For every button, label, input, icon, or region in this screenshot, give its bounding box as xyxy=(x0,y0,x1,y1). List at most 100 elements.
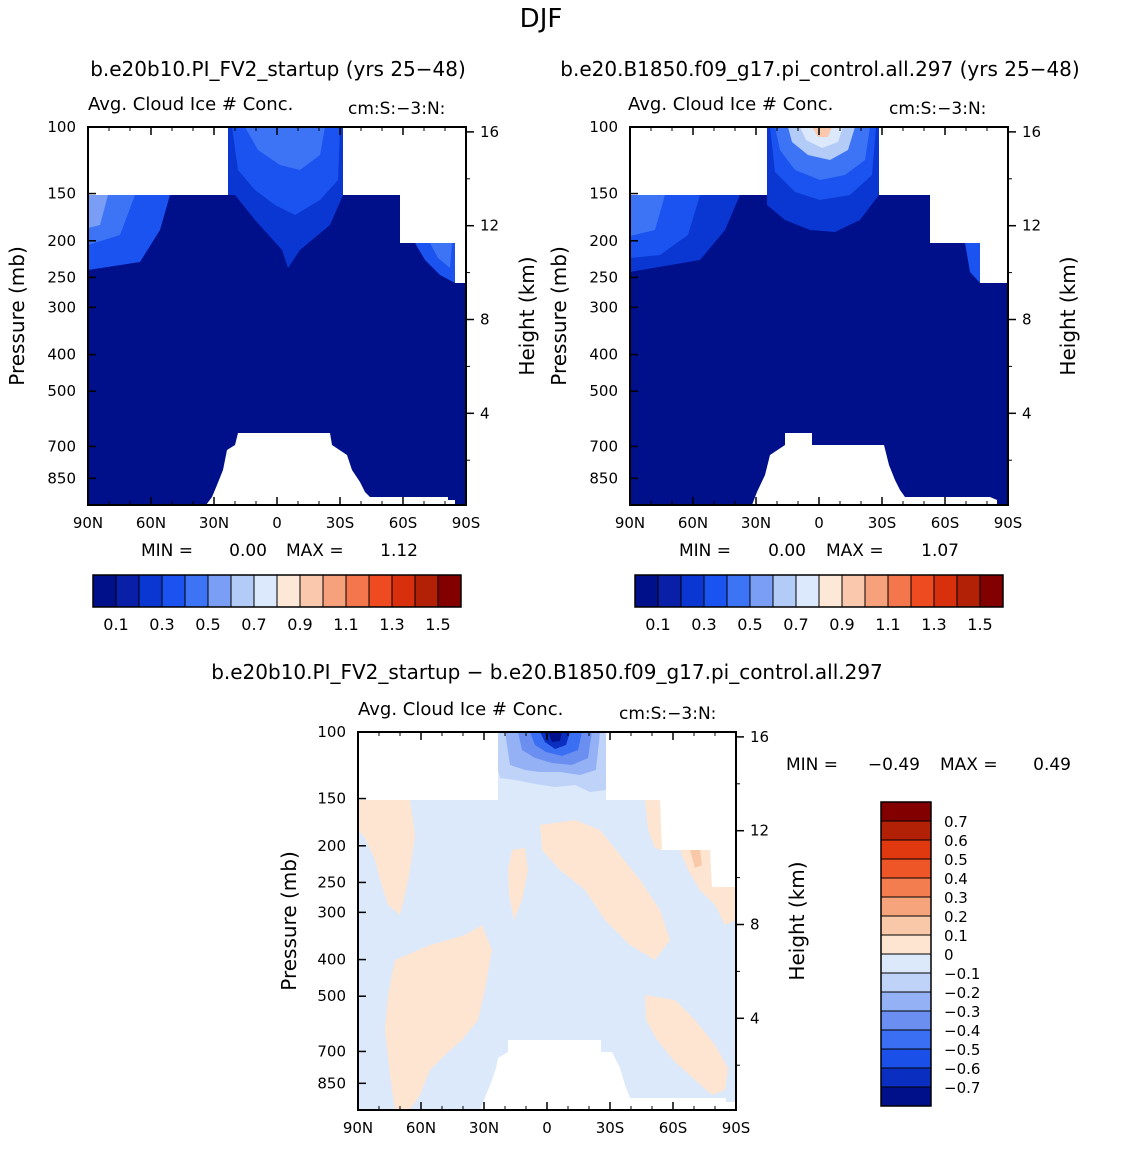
colorbar-swatch xyxy=(880,858,932,879)
panel-3-pos-g xyxy=(508,848,528,920)
colorbar-label: 0.9 xyxy=(287,615,312,634)
panel-1-units: cm:S:−3:N: xyxy=(348,99,445,119)
colorbar-frame xyxy=(880,801,932,1107)
x-tick-label: 0 xyxy=(272,514,282,532)
colorbar-label: −0.1 xyxy=(944,965,980,983)
colorbar-swatch xyxy=(92,574,117,608)
colorbar-swatch xyxy=(880,915,932,936)
panel-2-min-value: 0.00 xyxy=(768,541,806,561)
x-tick-label: 0 xyxy=(542,1119,552,1137)
y-tick-label: 850 xyxy=(47,469,76,487)
colorbar-swatch xyxy=(657,574,682,608)
panel-3-colorbar: 0.70.60.50.40.30.20.10−0.1−0.2−0.3−0.4−0… xyxy=(880,801,980,1107)
x-tick-label: 30N xyxy=(469,1119,499,1137)
y-tick-label: 300 xyxy=(47,298,76,316)
height-tick-label: 12 xyxy=(750,822,769,840)
colorbar-label: 0.1 xyxy=(103,615,128,634)
colorbar-swatch xyxy=(230,574,255,608)
y-tick-label: 150 xyxy=(589,185,618,203)
panel-1-max-value: 1.12 xyxy=(380,541,418,561)
colorbar-swatch xyxy=(979,574,1004,608)
panel-3-units: cm:S:−3:N: xyxy=(619,704,716,724)
colorbar-swatch xyxy=(880,991,932,1012)
colorbar-label: 0.4 xyxy=(944,870,968,888)
panel-3-pos-c xyxy=(645,800,662,850)
panel-3-pos-d xyxy=(680,850,736,925)
x-tick-label: 90N xyxy=(343,1119,373,1137)
panel-3-ylabel: Pressure (mb) xyxy=(277,851,301,991)
panel-1-band-h xyxy=(430,243,452,268)
y-tick-label: 700 xyxy=(317,1042,346,1060)
y-tick-label: 400 xyxy=(317,951,346,969)
colorbar-swatch xyxy=(880,839,932,860)
x-tick-label: 90N xyxy=(615,514,645,532)
panel-1-band-f xyxy=(245,127,325,170)
case1-title: b.e20b10.PI_FV2_startup (yrs 25−48) xyxy=(90,57,466,81)
y-tick-label: 500 xyxy=(589,382,618,400)
panel-3-pos-a xyxy=(358,800,415,915)
panel-2-axes: 90N 60N 30N 0 30S 60S 90S 100 150 200 250 300 400 500… xyxy=(589,118,1041,532)
panel-2-plot xyxy=(630,127,1008,505)
panel-2-ylabel-right: Height (km) xyxy=(1056,256,1080,375)
colorbar-label: −0.2 xyxy=(944,984,980,1002)
panel-3-pos-b xyxy=(540,820,670,960)
colorbar-label: 0.2 xyxy=(944,908,968,926)
colorbar-swatch xyxy=(880,1067,932,1088)
x-tick-label: 30S xyxy=(868,514,897,532)
y-tick-label: 100 xyxy=(317,723,346,741)
colorbar-label: −0.6 xyxy=(944,1060,980,1078)
panel-2-title: Avg. Cloud Ice # Conc. xyxy=(628,94,833,115)
height-tick-label: 12 xyxy=(480,217,499,235)
colorbar-label: 0.5 xyxy=(195,615,220,634)
colorbar-swatch xyxy=(880,972,932,993)
y-tick-label: 150 xyxy=(47,185,76,203)
colorbar-swatch xyxy=(880,820,932,841)
colorbar-swatch xyxy=(910,574,935,608)
y-tick-label: 500 xyxy=(47,382,76,400)
colorbar-label: −0.4 xyxy=(944,1022,980,1040)
colorbar-label: 0.3 xyxy=(944,889,968,907)
colorbar-swatch xyxy=(880,1048,932,1069)
colorbar-label: −0.3 xyxy=(944,1003,980,1021)
panel-2-band-j xyxy=(965,243,980,283)
panel-2-band-c xyxy=(630,195,665,236)
colorbar-label: 0.3 xyxy=(149,615,174,634)
x-tick-label: 90N xyxy=(73,514,103,532)
colorbar-swatch xyxy=(772,574,797,608)
y-tick-label: 100 xyxy=(47,118,76,136)
colorbar-label: 1.3 xyxy=(379,615,404,634)
panel-2: Avg. Cloud Ice # Conc. cm:S:−3:N: 90N 60N… xyxy=(547,94,1080,634)
colorbar-swatch xyxy=(368,574,393,608)
panel-1-max-label: MAX = xyxy=(286,541,344,561)
x-tick-label: 0 xyxy=(814,514,824,532)
colorbar-swatch xyxy=(818,574,843,608)
colorbar-swatch xyxy=(880,1010,932,1031)
panel-2-band-h xyxy=(800,127,843,148)
y-tick-label: 200 xyxy=(589,232,618,250)
panel-1-colorbar: 0.1 0.3 0.5 0.7 0.9 1.1 1.3 1.5 xyxy=(92,574,462,634)
panel-1-plot xyxy=(88,127,466,505)
colorbar-label: 0.9 xyxy=(829,615,854,634)
y-tick-label: 250 xyxy=(589,268,618,286)
colorbar-swatch xyxy=(437,574,462,608)
colorbar-swatch xyxy=(138,574,163,608)
panel-1-ylabel: Pressure (mb) xyxy=(5,246,29,386)
x-tick-label: 60N xyxy=(678,514,708,532)
colorbar-label: −0.7 xyxy=(944,1079,980,1097)
panel-3-max-value: 0.49 xyxy=(1033,755,1071,775)
panel-1-axes: 90N 60N 30N 0 30S 60S 90S 100 150 200 250 300 400 500… xyxy=(47,118,499,532)
colorbar-frame xyxy=(634,574,1004,608)
height-tick-label: 16 xyxy=(750,728,769,746)
panel-3: Avg. Cloud Ice # Conc. cm:S:−3:N: 90N 60N… xyxy=(277,699,1071,1137)
colorbar-label: 0.1 xyxy=(645,615,670,634)
colorbar-swatch xyxy=(841,574,866,608)
height-tick-label: 16 xyxy=(1022,123,1041,141)
colorbar-swatch xyxy=(184,574,209,608)
height-tick-label: 4 xyxy=(480,404,490,422)
panel-2-min-label: MIN = xyxy=(679,541,731,561)
colorbar-swatch xyxy=(880,877,932,898)
panel-2-max-label: MAX = xyxy=(826,541,884,561)
y-tick-label: 200 xyxy=(317,837,346,855)
x-tick-label: 60S xyxy=(389,514,418,532)
